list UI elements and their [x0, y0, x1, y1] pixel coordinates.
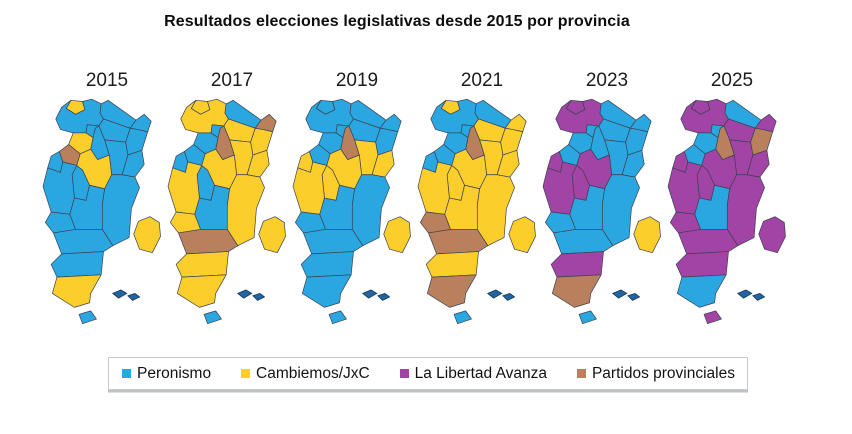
year-label-2021: 2021 — [460, 70, 504, 91]
map-column-2015: 2015 — [36, 70, 161, 326]
province-santa_cruz-2015 — [51, 274, 102, 308]
province-mendoza-2019 — [292, 161, 328, 215]
legend-label-lla: La Libertad Avanza — [414, 364, 548, 382]
argentina-map-2025 — [667, 98, 786, 325]
year-label-2025: 2025 — [710, 70, 754, 91]
year-label-2015: 2015 — [85, 70, 129, 91]
province-caba-2015 — [133, 216, 161, 254]
malvinas-islands-2015 — [112, 289, 141, 301]
province-rio_negro-2021 — [428, 229, 489, 255]
province-chubut-2017 — [175, 251, 229, 278]
province-corrientes-2023 — [625, 127, 649, 156]
province-chubut-2025 — [675, 251, 729, 278]
map-column-2023: 2023 — [536, 70, 661, 326]
province-corrientes-2021 — [500, 127, 524, 156]
year-label-2017: 2017 — [210, 70, 254, 91]
province-tierra_del_fuego-2025 — [703, 310, 722, 325]
malvinas-islands-2025 — [737, 289, 766, 301]
argentina-map-2015 — [42, 98, 161, 325]
province-chubut-2015 — [50, 251, 104, 278]
year-label-2019: 2019 — [335, 70, 379, 91]
province-caba-2023 — [633, 216, 661, 254]
province-caba-2019 — [383, 216, 411, 254]
legend-label-provinciales: Partidos provinciales — [591, 364, 735, 382]
province-caba-2017 — [258, 216, 286, 254]
map-column-2019: 2019 — [286, 70, 411, 326]
province-chubut-2019 — [300, 251, 354, 278]
province-tierra_del_fuego-2019 — [328, 310, 347, 325]
province-santa_cruz-2023 — [551, 274, 602, 308]
legend-swatch-provinciales — [576, 369, 586, 378]
legend-label-peronismo: Peronismo — [137, 364, 212, 382]
province-buenos_aires-2023 — [601, 174, 640, 247]
malvinas-islands-2019 — [362, 289, 391, 301]
province-corrientes-2017 — [250, 127, 274, 156]
province-corrientes-2015 — [125, 127, 149, 156]
map-column-2017: 2017 — [161, 70, 286, 326]
province-tierra_del_fuego-2017 — [203, 310, 222, 325]
province-mendoza-2025 — [667, 161, 703, 215]
province-buenos_aires-2019 — [351, 174, 390, 247]
province-buenos_aires-2025 — [726, 174, 765, 247]
province-mendoza-2015 — [42, 161, 78, 215]
province-buenos_aires-2015 — [101, 174, 140, 247]
argentina-map-2017 — [167, 98, 286, 325]
province-buenos_aires-2017 — [226, 174, 265, 247]
province-mendoza-2021 — [417, 161, 453, 215]
legend-item-lla: La Libertad Avanza — [399, 364, 548, 383]
province-chubut-2023 — [550, 251, 604, 278]
legend-label-cambiemos: Cambiemos/JxC — [256, 364, 370, 382]
province-corrientes-2025 — [750, 127, 774, 156]
legend-swatch-cambiemos — [241, 369, 250, 378]
legend-item-cambiemos: Cambiemos/JxC — [241, 365, 370, 383]
page-title: Resultados elecciones legislativas desde… — [164, 13, 630, 30]
legend: Peronismo Cambiemos/JxC La Libertad Avanza… — [108, 357, 748, 390]
province-caba-2021 — [508, 216, 536, 254]
province-mendoza-2023 — [542, 161, 578, 215]
province-mendoza-2017 — [167, 161, 203, 215]
province-santa_cruz-2017 — [176, 274, 227, 308]
legend-item-peronismo: Peronismo — [122, 365, 211, 383]
province-tierra_del_fuego-2021 — [453, 310, 472, 325]
malvinas-islands-2017 — [237, 289, 266, 301]
province-corrientes-2019 — [375, 127, 399, 156]
province-buenos_aires-2021 — [476, 174, 515, 247]
province-santa_cruz-2021 — [426, 274, 477, 308]
legend-item-provinciales: Partidos provinciales — [576, 364, 735, 383]
province-chubut-2021 — [425, 251, 479, 278]
malvinas-islands-2023 — [612, 289, 641, 301]
province-tierra_del_fuego-2015 — [78, 310, 97, 325]
argentina-map-2019 — [292, 98, 411, 325]
legend-swatch-peronismo — [122, 369, 131, 378]
province-santa_cruz-2019 — [301, 274, 352, 308]
map-column-2021: 2021 — [411, 70, 536, 326]
province-rio_negro-2025 — [678, 229, 739, 255]
legend-swatch-lla — [399, 369, 409, 378]
argentina-map-2023 — [542, 98, 661, 325]
province-rio_negro-2019 — [303, 229, 364, 255]
province-caba-2025 — [758, 216, 786, 254]
maps-row: 2015 2017 2019 2021 2023 2025 — [36, 70, 786, 326]
province-santa_cruz-2025 — [676, 274, 727, 308]
province-rio_negro-2015 — [53, 229, 114, 255]
year-label-2023: 2023 — [585, 70, 629, 91]
malvinas-islands-2021 — [487, 289, 516, 301]
province-rio_negro-2023 — [553, 229, 614, 255]
map-column-2025: 2025 — [661, 70, 786, 326]
province-rio_negro-2017 — [178, 229, 239, 255]
province-tierra_del_fuego-2023 — [578, 310, 597, 325]
argentina-map-2021 — [417, 98, 536, 325]
